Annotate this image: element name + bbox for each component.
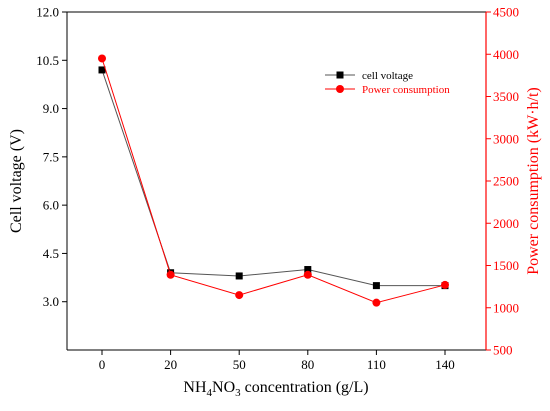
x-axis-ticks: 0 20 50 80 110 140: [99, 350, 455, 372]
x-axis-title: NH4NO3 concentration (g/L): [183, 379, 368, 399]
legend-cell-voltage-marker: [336, 71, 344, 79]
power-consumption-point: [303, 270, 312, 279]
cell-voltage-point: [98, 66, 106, 74]
right-tick-label: 3500: [493, 89, 519, 104]
legend-cell-voltage-label: cell voltage: [362, 70, 413, 82]
y-axis-left-title: Cell voltage (V): [8, 129, 25, 233]
x-title-suffix: concentration (g/L): [241, 379, 369, 396]
right-axis-ticks: 500 1000 1500 2000 2500 3000 3500 4000 4500: [486, 5, 519, 358]
right-tick-label: 500: [493, 343, 513, 358]
left-tick-label: 3.0: [43, 294, 59, 309]
power-consumption-point: [441, 280, 449, 289]
left-tick-label: 9.0: [43, 101, 59, 116]
series-layer: [98, 54, 449, 307]
left-tick-label: 12.0: [36, 5, 59, 20]
x-tick-label: 80: [301, 357, 314, 372]
x-title-sub-3: 3: [235, 387, 241, 399]
right-tick-label: 2500: [493, 174, 519, 189]
x-title-sub-4: 4: [207, 387, 213, 399]
right-tick-label: 4000: [493, 47, 519, 62]
right-tick-label: 4500: [493, 5, 519, 20]
legend-power-consumption-marker: [336, 85, 344, 93]
cell-voltage-point: [372, 282, 380, 290]
y-axis-right-title: Power consumption (kW·h/t): [525, 87, 542, 275]
power-consumption-point: [166, 270, 175, 279]
x-title-no: NO: [212, 379, 235, 396]
cell-voltage-point: [304, 266, 312, 274]
x-tick-label: 110: [367, 357, 386, 372]
power-consumption-line: [101, 58, 446, 304]
left-tick-label: 4.5: [43, 246, 59, 261]
right-tick-label: 1500: [493, 258, 519, 273]
x-tick-label: 0: [99, 357, 106, 372]
left-tick-label: 10.5: [36, 53, 59, 68]
right-tick-label: 3000: [493, 131, 519, 146]
x-tick-label: 20: [164, 357, 177, 372]
legend: cell voltage Power consumption: [325, 70, 450, 96]
cell-voltage-point: [235, 272, 243, 280]
left-tick-label: 6.0: [43, 198, 59, 213]
cell-voltage-line: [101, 69, 445, 287]
plot-frame: [66, 11, 487, 351]
power-consumption-point: [235, 291, 244, 300]
x-title-nh: NH: [183, 379, 207, 396]
left-axis-ticks: 3.0 4.5 6.0 7.5 9.0 10.5 12.0: [36, 5, 67, 309]
left-tick-label: 7.5: [43, 149, 59, 164]
x-tick-label: 140: [435, 357, 455, 372]
right-tick-label: 2000: [493, 216, 519, 231]
power-consumption-point: [372, 298, 381, 307]
x-tick-label: 50: [233, 357, 246, 372]
legend-power-consumption-label: Power consumption: [362, 84, 450, 96]
right-tick-label: 1000: [493, 300, 519, 315]
power-consumption-point: [98, 54, 106, 63]
